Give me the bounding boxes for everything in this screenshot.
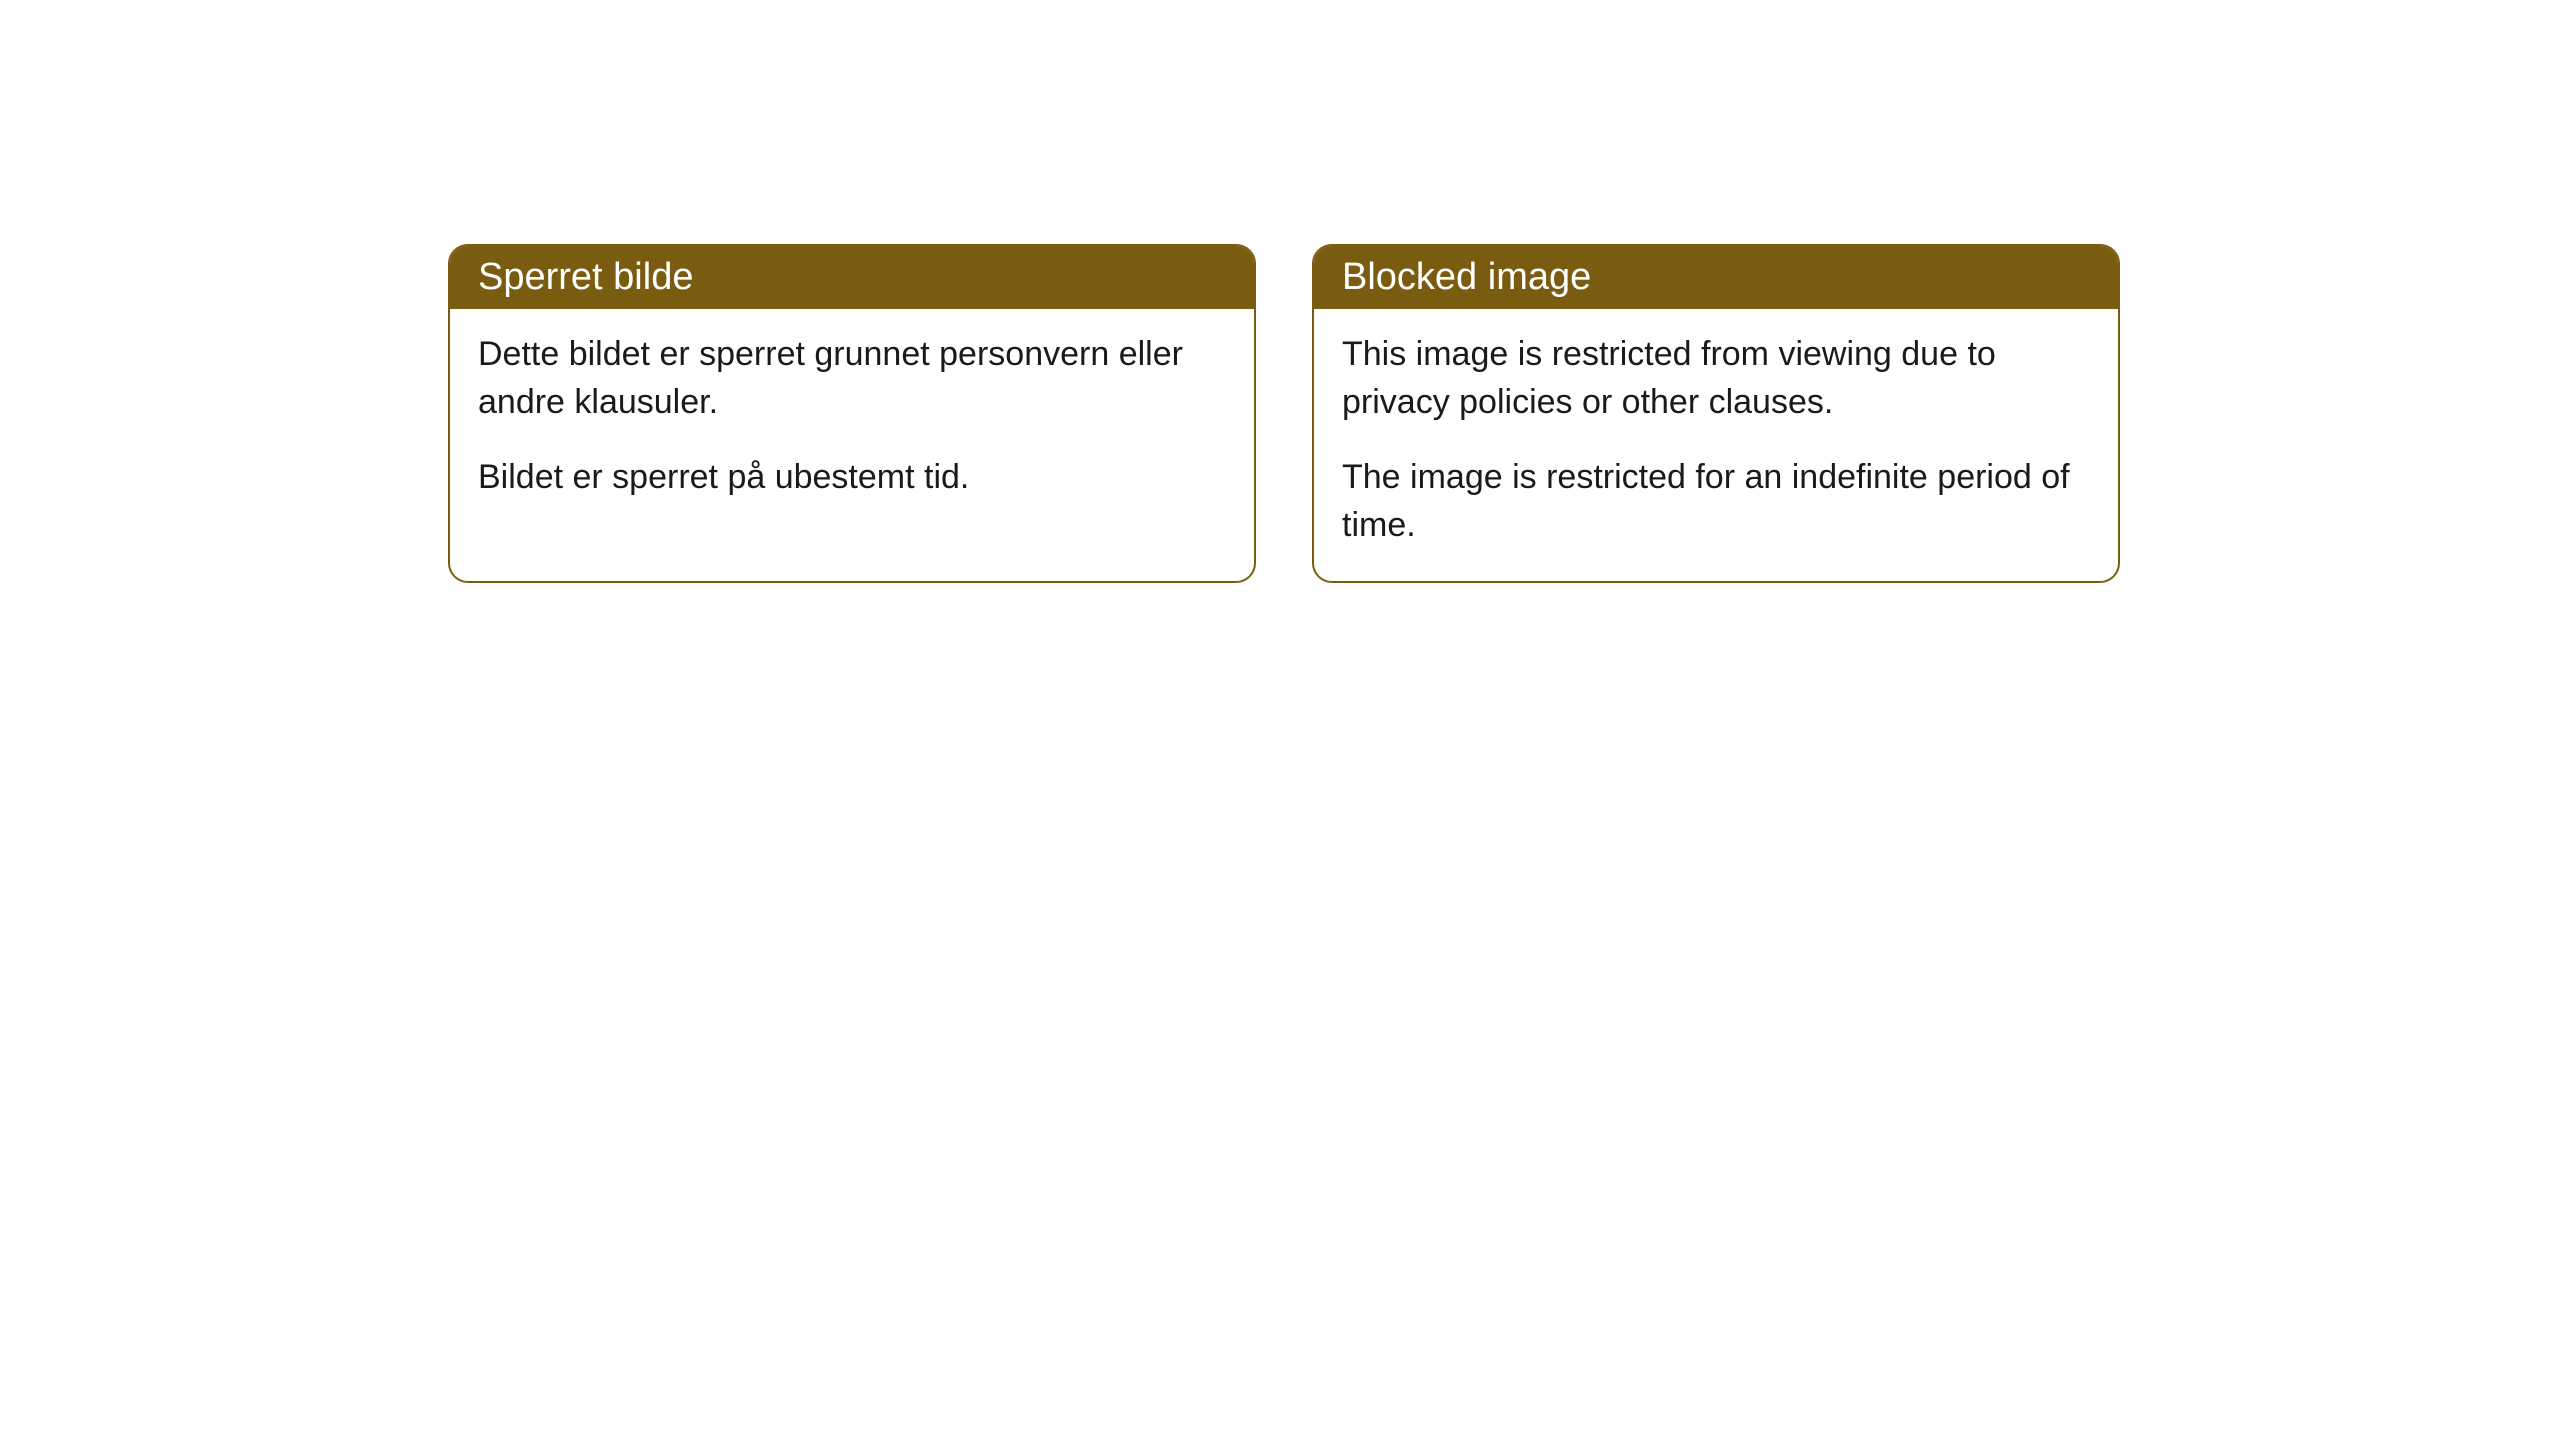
card-body: Dette bildet er sperret grunnet personve… <box>450 309 1254 534</box>
card-body: This image is restricted from viewing du… <box>1314 309 2118 581</box>
notice-container: Sperret bilde Dette bildet er sperret gr… <box>0 0 2560 583</box>
card-paragraph: Dette bildet er sperret grunnet personve… <box>478 331 1226 426</box>
card-title: Sperret bilde <box>478 256 693 298</box>
card-paragraph: Bildet er sperret på ubestemt tid. <box>478 454 1226 502</box>
card-title: Blocked image <box>1342 256 1591 298</box>
card-paragraph: The image is restricted for an indefinit… <box>1342 454 2090 549</box>
card-header: Blocked image <box>1314 246 2118 309</box>
card-header: Sperret bilde <box>450 246 1254 309</box>
notice-card-english: Blocked image This image is restricted f… <box>1312 244 2120 583</box>
notice-card-norwegian: Sperret bilde Dette bildet er sperret gr… <box>448 244 1256 583</box>
card-paragraph: This image is restricted from viewing du… <box>1342 331 2090 426</box>
